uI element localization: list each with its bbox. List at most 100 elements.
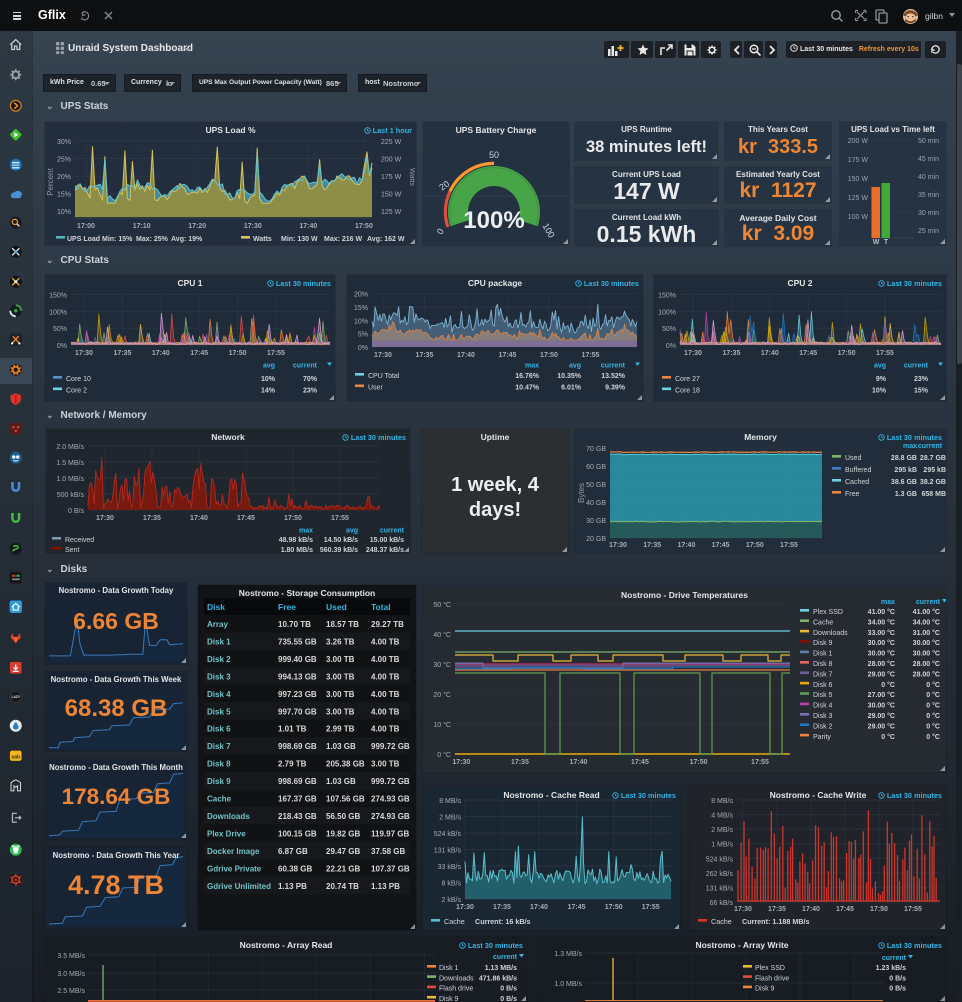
svg-text:125 W: 125 W bbox=[381, 209, 402, 216]
svg-text:1.03 GB: 1.03 GB bbox=[326, 777, 356, 786]
svg-text:17:45: 17:45 bbox=[836, 906, 854, 913]
svg-text:4.00 TB: 4.00 TB bbox=[371, 672, 400, 681]
svg-text:4.00 TB: 4.00 TB bbox=[371, 725, 400, 734]
svg-text:29.00 °C: 29.00 °C bbox=[868, 670, 895, 678]
svg-text:30.00 °C: 30.00 °C bbox=[868, 639, 895, 647]
svg-text:Disk: Disk bbox=[207, 602, 225, 612]
svg-text:30.00 °C: 30.00 °C bbox=[868, 650, 895, 658]
svg-text:38.2 GB: 38.2 GB bbox=[920, 479, 946, 486]
svg-text:999.72 GB: 999.72 GB bbox=[371, 777, 410, 786]
svg-text:17:30: 17:30 bbox=[244, 223, 262, 230]
svg-text:107.37 GB: 107.37 GB bbox=[371, 864, 410, 873]
svg-text:17:50: 17:50 bbox=[284, 515, 302, 522]
svg-text:30.00 °C: 30.00 °C bbox=[913, 639, 940, 647]
svg-text:current: current bbox=[493, 954, 518, 961]
svg-text:current: current bbox=[380, 528, 405, 535]
svg-text:Disk 8: Disk 8 bbox=[207, 760, 231, 769]
svg-text:Disk 4: Disk 4 bbox=[813, 703, 833, 710]
svg-text:100%: 100% bbox=[658, 309, 676, 316]
svg-text:9%: 9% bbox=[876, 376, 887, 383]
svg-text:Disk 9: Disk 9 bbox=[755, 986, 775, 993]
svg-text:Total: Total bbox=[371, 602, 391, 612]
svg-text:17:30: 17:30 bbox=[374, 352, 392, 359]
svg-text:Max: 216 W: Max: 216 W bbox=[324, 236, 363, 243]
svg-text:19.82 GB: 19.82 GB bbox=[326, 829, 360, 838]
svg-text:0: 0 bbox=[435, 227, 446, 236]
svg-text:17:55: 17:55 bbox=[267, 350, 285, 357]
svg-text:998.69 GB: 998.69 GB bbox=[278, 742, 317, 751]
svg-text:295 kB: 295 kB bbox=[894, 467, 917, 474]
svg-text:15%: 15% bbox=[914, 388, 929, 395]
svg-text:30.00 °C: 30.00 °C bbox=[868, 702, 895, 710]
svg-text:205.38 GB: 205.38 GB bbox=[326, 760, 365, 769]
svg-text:5%: 5% bbox=[358, 332, 368, 339]
svg-text:17:35: 17:35 bbox=[416, 352, 434, 359]
svg-text:17:55: 17:55 bbox=[751, 759, 769, 766]
svg-text:Cache: Cache bbox=[207, 795, 232, 804]
svg-text:Core 2: Core 2 bbox=[66, 388, 87, 395]
svg-text:735.55 GB: 735.55 GB bbox=[278, 637, 317, 646]
svg-text:Flash drive: Flash drive bbox=[439, 986, 473, 993]
svg-text:60 GB: 60 GB bbox=[586, 464, 606, 471]
svg-text:50: 50 bbox=[489, 150, 499, 160]
svg-text:17:45: 17:45 bbox=[568, 904, 586, 911]
svg-text:Parity: Parity bbox=[813, 734, 831, 741]
svg-text:40 min: 40 min bbox=[918, 174, 939, 181]
svg-text:Max: 25%: Max: 25% bbox=[136, 236, 169, 243]
svg-text:Docker Image: Docker Image bbox=[207, 847, 260, 856]
svg-text:29.00 °C: 29.00 °C bbox=[868, 712, 895, 720]
svg-text:17:45: 17:45 bbox=[237, 515, 255, 522]
svg-text:4.00 TB: 4.00 TB bbox=[371, 655, 400, 664]
svg-text:500 kB/s: 500 kB/s bbox=[57, 492, 85, 499]
svg-text:17:50: 17:50 bbox=[838, 350, 856, 357]
svg-text:274.93 GB: 274.93 GB bbox=[371, 795, 410, 804]
svg-text:25 min: 25 min bbox=[918, 228, 939, 235]
svg-text:W: W bbox=[873, 239, 880, 245]
svg-text:Disk 7: Disk 7 bbox=[207, 742, 231, 751]
svg-text:Cache: Cache bbox=[444, 917, 465, 926]
svg-text:20%: 20% bbox=[57, 174, 71, 181]
svg-text:28.00 °C: 28.00 °C bbox=[868, 660, 895, 668]
svg-text:30.00 °C: 30.00 °C bbox=[913, 650, 940, 658]
svg-text:Avg: 19%: Avg: 19% bbox=[171, 236, 203, 243]
svg-text:17:00: 17:00 bbox=[77, 223, 95, 230]
svg-text:200 W: 200 W bbox=[848, 138, 869, 145]
svg-text:60.38 GB: 60.38 GB bbox=[278, 864, 312, 873]
svg-text:3.00 TB: 3.00 TB bbox=[326, 690, 355, 699]
svg-text:17:30: 17:30 bbox=[452, 759, 470, 766]
svg-text:20.74 TB: 20.74 TB bbox=[326, 882, 359, 891]
svg-text:1.23 kB/s: 1.23 kB/s bbox=[876, 965, 906, 972]
svg-text:current: current bbox=[916, 599, 941, 606]
svg-text:37.58 GB: 37.58 GB bbox=[371, 847, 405, 856]
svg-text:17:40: 17:40 bbox=[530, 904, 548, 911]
svg-text:1.5 MB/s: 1.5 MB/s bbox=[56, 460, 84, 467]
svg-text:295 kB: 295 kB bbox=[923, 467, 946, 474]
svg-text:17:35: 17:35 bbox=[722, 350, 740, 357]
svg-text:17:30: 17:30 bbox=[96, 515, 114, 522]
svg-text:Disk 9: Disk 9 bbox=[813, 640, 833, 647]
svg-text:0 B/s: 0 B/s bbox=[889, 986, 906, 993]
svg-text:0%: 0% bbox=[57, 343, 67, 350]
svg-text:17:40: 17:40 bbox=[761, 350, 779, 357]
svg-text:avg: avg bbox=[874, 363, 886, 370]
svg-text:2 kB/s: 2 kB/s bbox=[442, 897, 462, 904]
svg-text:38.6 GB: 38.6 GB bbox=[891, 479, 917, 486]
svg-text:3.5 MB/s: 3.5 MB/s bbox=[57, 953, 85, 960]
svg-text:Disk 1: Disk 1 bbox=[207, 637, 231, 646]
svg-text:0 °C: 0 °C bbox=[881, 681, 895, 689]
svg-text:17:55: 17:55 bbox=[780, 542, 798, 549]
svg-text:Current: 16 kB/s: Current: 16 kB/s bbox=[475, 917, 531, 926]
svg-text:1.13 PB: 1.13 PB bbox=[371, 882, 400, 891]
svg-text:524 kB/s: 524 kB/s bbox=[434, 831, 462, 838]
svg-text:4.00 TB: 4.00 TB bbox=[371, 707, 400, 716]
svg-text:17:50: 17:50 bbox=[870, 906, 888, 913]
svg-text:1.0 MB/s: 1.0 MB/s bbox=[554, 981, 582, 988]
svg-text:1.3 MB/s: 1.3 MB/s bbox=[554, 951, 582, 958]
svg-text:17:45: 17:45 bbox=[499, 352, 517, 359]
svg-text:17:10: 17:10 bbox=[133, 223, 151, 230]
svg-text:Cache: Cache bbox=[711, 917, 732, 926]
svg-text:56.50 GB: 56.50 GB bbox=[326, 812, 360, 821]
svg-text:1.13 PB: 1.13 PB bbox=[278, 882, 307, 891]
svg-text:28.00 °C: 28.00 °C bbox=[913, 660, 940, 668]
svg-text:avg: avg bbox=[263, 363, 275, 370]
